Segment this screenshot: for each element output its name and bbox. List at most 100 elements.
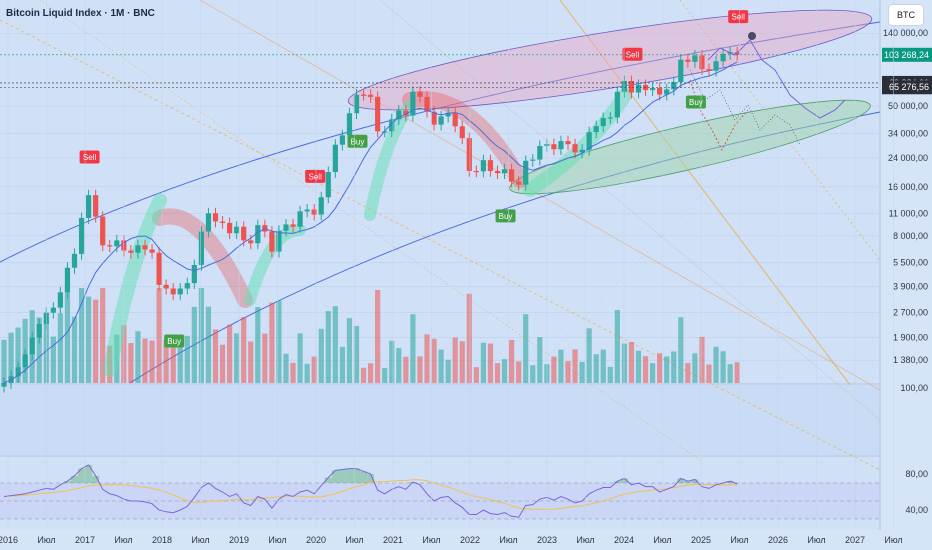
sell-signal: Sell: [305, 169, 326, 183]
y-tick-label: 2 700,00: [893, 308, 928, 318]
candle-body: [445, 112, 451, 117]
candle-body: [234, 226, 240, 234]
candle-body: [565, 141, 571, 145]
candle-body: [417, 91, 423, 97]
volume-bar: [586, 328, 592, 383]
buy-signal: Buy: [685, 95, 706, 109]
candle-body: [671, 82, 677, 90]
y-tick-label: 8 000,00: [893, 231, 928, 241]
volume-bar: [64, 292, 71, 383]
candle-body: [466, 138, 472, 171]
time-axis-bg: [0, 530, 932, 550]
candle-body: [332, 144, 338, 173]
volume-bar: [1, 339, 7, 383]
volume-bar: [438, 349, 444, 383]
volume-bar: [382, 368, 388, 383]
x-tick-label: Июл: [114, 535, 132, 545]
volume-bar: [607, 366, 613, 383]
volume-bar: [339, 346, 345, 383]
volume-bar: [403, 356, 409, 383]
candle-body: [36, 324, 42, 338]
volume-bar: [234, 333, 240, 383]
volume-bar: [445, 359, 451, 383]
volume-bar: [473, 367, 479, 383]
volume-bar: [389, 340, 395, 383]
signal-box: [622, 47, 643, 61]
candle-body: [227, 222, 233, 234]
candle-body: [163, 284, 169, 289]
volume-bar: [699, 336, 705, 383]
x-tick-label: 2019: [229, 535, 249, 545]
upper-band-label: 100,00: [900, 383, 928, 393]
volume-bar: [8, 332, 14, 383]
volume-bar: [128, 342, 134, 383]
candle-body: [283, 224, 289, 231]
candle-body: [318, 197, 324, 215]
rsi-band-fill: [0, 483, 880, 519]
trend-line: [0, 19, 881, 471]
price-level-tag: [882, 80, 932, 95]
volume-bar: [628, 341, 635, 383]
x-tick-label: 2016: [0, 535, 18, 545]
volume-bar: [311, 356, 317, 383]
candle-body: [255, 225, 261, 244]
x-tick-label: Июл: [499, 535, 517, 545]
candle-body: [219, 221, 226, 223]
x-tick-label: 2018: [152, 535, 172, 545]
trend-line: [519, 7, 881, 386]
candle-body: [720, 53, 726, 62]
volume-bar: [417, 356, 423, 383]
candle-body: [78, 217, 85, 254]
volume-bar: [487, 343, 494, 383]
candle-body: [339, 135, 345, 145]
candle-body: [57, 292, 63, 308]
volume-bar: [325, 311, 331, 383]
candle-body: [276, 230, 282, 252]
volume-bar: [431, 338, 437, 383]
volume-bar: [501, 359, 508, 383]
volume-bar: [332, 306, 338, 383]
candle-body: [523, 160, 529, 185]
candle-body: [107, 245, 113, 247]
volume-bar: [360, 367, 367, 383]
bull-arc-2017: [103, 193, 167, 377]
volume-bar: [276, 300, 282, 383]
symbol-badge[interactable]: BTC: [888, 4, 924, 26]
candle-body: [558, 141, 564, 150]
x-tick-label: 2020: [306, 535, 326, 545]
moving-average-line: [3, 61, 738, 384]
candle-body: [537, 145, 543, 160]
x-tick-label: Июл: [730, 535, 748, 545]
signal-label: Buy: [689, 98, 703, 107]
candle-body: [156, 252, 162, 285]
volume-bar: [290, 362, 296, 383]
candle-body: [353, 94, 360, 114]
y-tick-label: 11 000,00: [889, 208, 928, 218]
y-tick-label: 1 380,00: [893, 355, 928, 365]
volume-bar: [156, 288, 162, 383]
volume-bar: [459, 341, 465, 383]
rsi-tick-label: 40,00: [905, 505, 928, 515]
trend-line: [559, 0, 851, 386]
volume-bar: [635, 350, 642, 383]
chart-title: Bitcoin Liquid Index · 1M · BNC: [6, 8, 155, 19]
volume-bar: [184, 335, 190, 383]
y-tick-label: 3 900,00: [893, 282, 928, 292]
x-tick-label: Июл: [422, 535, 440, 545]
signal-label: Sell: [309, 172, 323, 181]
candle-body: [607, 117, 613, 119]
x-tick-label: Июл: [191, 535, 209, 545]
volume-bar: [269, 302, 275, 383]
candle-body: [248, 240, 254, 244]
signal-label: Buy: [499, 212, 513, 221]
candle-body: [262, 225, 268, 232]
x-tick-label: 2022: [460, 535, 480, 545]
rsi-tick-label: 80,00: [905, 469, 928, 479]
x-tick-label: Июл: [345, 535, 363, 545]
buy-signal: Buy: [495, 209, 516, 223]
trend-line: [379, 0, 881, 421]
top-zone-ellipse: [347, 9, 873, 111]
candle-body: [114, 240, 120, 247]
